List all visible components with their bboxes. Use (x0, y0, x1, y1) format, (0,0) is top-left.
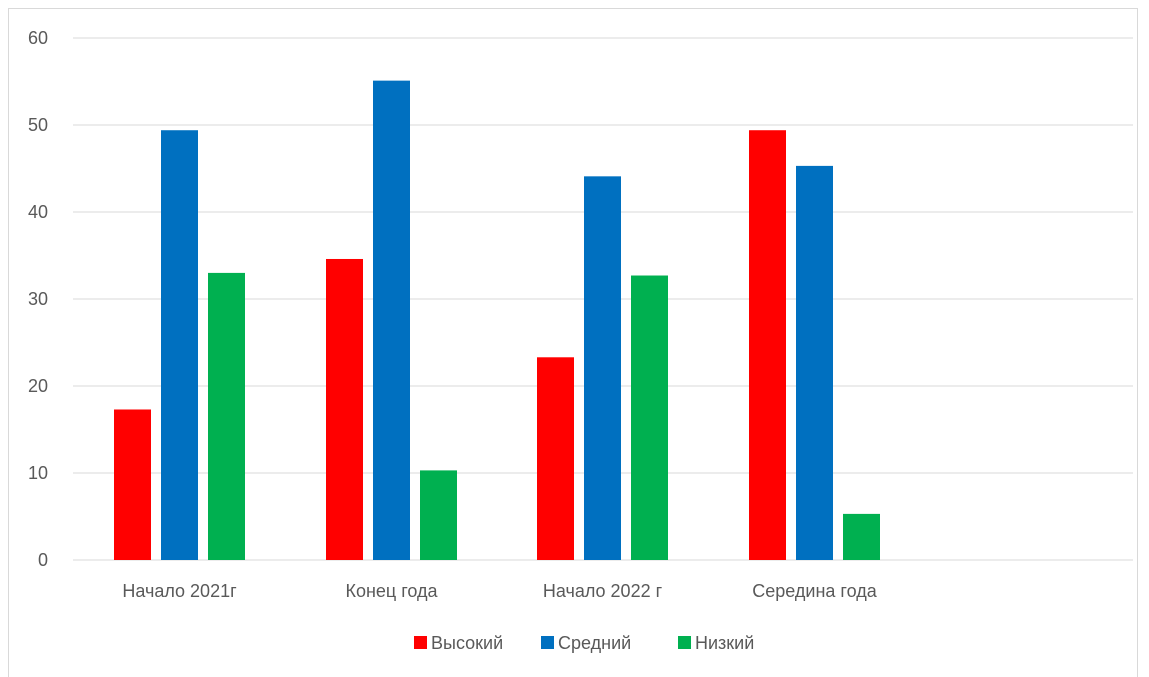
bar (749, 130, 786, 560)
y-tick-label: 50 (28, 115, 48, 135)
legend-label: Низкий (695, 633, 754, 653)
y-tick-label: 0 (38, 550, 48, 570)
bar (584, 176, 621, 560)
bar (537, 357, 574, 560)
y-tick-label: 10 (28, 463, 48, 483)
bar (114, 409, 151, 560)
bar (796, 165, 833, 560)
y-tick-label: 60 (28, 28, 48, 48)
x-category-label: Конец года (345, 581, 438, 601)
bar (843, 513, 880, 560)
bar (373, 80, 410, 560)
legend-label: Средний (558, 633, 631, 653)
y-axis-tick-labels: 0 10 20 30 40 50 60 (28, 28, 48, 570)
bar (208, 272, 245, 560)
legend-swatch (414, 636, 427, 649)
x-category-label: Начало 2022 г (543, 581, 663, 601)
y-tick-label: 20 (28, 376, 48, 396)
y-tick-label: 30 (28, 289, 48, 309)
legend-swatch (678, 636, 691, 649)
x-axis-category-labels: Начало 2021г Конец года Начало 2022 г Серед… (122, 581, 877, 601)
bar (631, 275, 668, 560)
x-category-label: Начало 2021г (122, 581, 237, 601)
legend-swatch (541, 636, 554, 649)
bar (161, 130, 198, 560)
y-tick-label: 40 (28, 202, 48, 222)
legend: Высокий Средний Низкий (414, 633, 754, 653)
x-category-label: Середина года (752, 581, 877, 601)
bar (326, 258, 363, 560)
bar (420, 470, 457, 560)
bars (114, 80, 880, 560)
legend-label: Высокий (431, 633, 503, 653)
